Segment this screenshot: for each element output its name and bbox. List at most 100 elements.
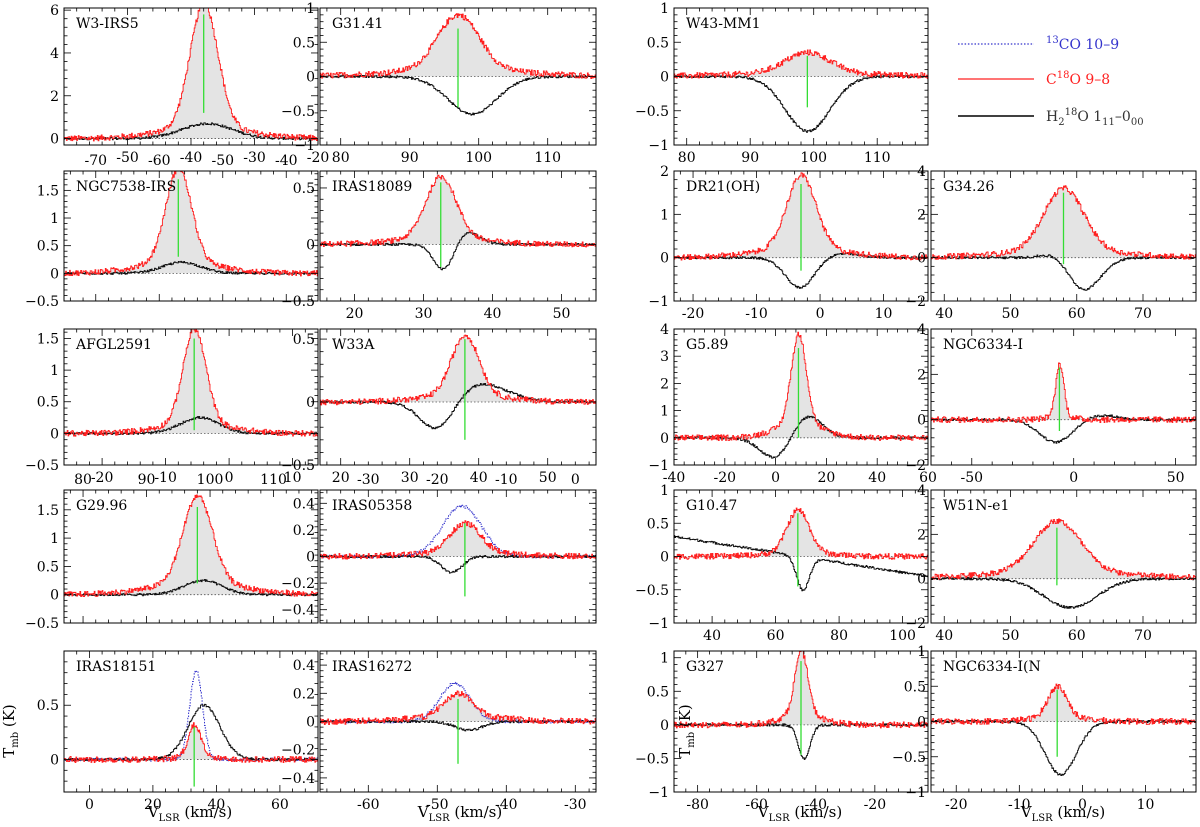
c18o-fill [674,508,928,560]
x-tick-label: 80 [830,628,848,644]
x-tick-label: -30 [243,150,266,166]
c18o-line [320,520,596,560]
y-tick-label: 4 [917,322,926,338]
h2o-line [674,535,928,592]
y-tick-label: −1 [648,294,669,310]
panel-frame [63,489,319,624]
spectrum-panel: -80 -60 -40 -20 −1 −0.5 0 0.5 1 G327 [635,650,929,813]
x-tick-label: 40 [207,797,225,813]
x-tick-label: -20 [945,797,968,813]
x-tick-label: -50 [960,470,983,486]
x-tick-label: 50 [539,470,557,486]
c18o-fill [320,520,596,560]
x-tick-label: 110 [534,150,561,166]
x-tick-label: -40 [804,797,827,813]
x-tick-label: 100 [465,150,492,166]
axis-titles: Tmb (K) Tmb (K) VLSR (km/s) VLSR (km/s) VLSR… [0,704,1105,824]
y-tick-label: 0.2 [293,686,315,702]
y-tick-label: 0 [660,550,669,566]
y-tick-label: 1 [50,531,59,547]
c18o-line [64,329,318,437]
y-tick-label: 6 [50,3,59,19]
x-tick-label: 10 [284,470,302,486]
y-tick-label: 0 [917,715,926,731]
y-tick-label: 0.5 [37,395,59,411]
y-tick-label: 0.5 [647,684,669,700]
y-tick-label: 0.2 [293,523,315,539]
x-tick-label: -30 [564,797,587,813]
x-tick-label: 0 [1078,797,1087,813]
c18o-line [320,13,596,79]
y-tick-label: 0 [660,70,669,86]
spectrum-panel: -30 -20 -10 0 −0.4 −0.2 0 0.2 0.4 IRAS05358 [281,472,597,624]
y-tick-label: −0.5 [635,104,669,120]
spectrum-panel: 40 50 60 70 −2 0 2 4 G34.26 [905,164,1197,322]
legend-label: 13CO 10–9 [1046,35,1119,53]
y-tick-label: 1 [660,207,669,223]
x-tick-label: 70 [1134,628,1152,644]
panel-title: G29.96 [76,498,127,514]
c18o-line [931,362,1196,424]
spectrum-panel: 80 90 100 110−0.500.511.5 G29.96 [25,472,319,632]
c18o-fill [931,363,1196,423]
x-tick-label: 50 [1167,470,1185,486]
y-tick-label: 2 [917,207,926,223]
x-tick-label: 0 [85,797,94,813]
c18o-fill [320,335,596,405]
y-tick-label: 0.5 [647,516,669,532]
x-tick-label: 100 [889,628,916,644]
spectrum-panel: -50 0 50 −2 0 2 4 NGC6334-I [905,322,1197,486]
h2o-line [931,577,1196,609]
x-tick-label: -60 [148,153,171,169]
x-tick-label: 40 [484,306,502,322]
spectrum-panel: 0 20 40 60 0 0.5 IRAS18151 [37,650,319,813]
y-tick-label: 1 [50,211,59,227]
x-tick-label: -20 [864,797,887,813]
c18o-line [931,683,1196,725]
y-tick-label: 0 [50,588,59,604]
y-tick-label: −0.5 [281,294,315,310]
spectrum-panel: -60 -50 -40 -30 −0.4 −0.2 0 0.2 0.4 IRAS16272 [281,650,597,813]
y-tick-label: 0.4 [293,658,315,674]
x-tick-label: 20 [332,470,350,486]
x-tick-label: -20 [307,150,330,166]
y-axis-title: Tmb (K) [0,704,21,758]
x-tick-label: 30 [401,470,419,486]
panel-title: W33A [332,337,375,353]
y-tick-label: −0.5 [25,294,59,310]
y-tick-label: 4 [917,164,926,180]
y-tick-label: −0.5 [281,104,315,120]
y-tick-label: 1.5 [37,183,59,199]
y-tick-label: 0.5 [293,332,315,348]
y-tick-label: 2 [50,89,59,105]
x-tick-label: 60 [919,470,937,486]
y-tick-label: −0.5 [635,751,669,767]
x-tick-label: 20 [346,306,364,322]
panel-title: G34.26 [943,179,994,195]
c18o-fill [674,332,928,441]
panel-frame [319,170,597,302]
x-tick-label: -70 [84,153,107,169]
y-tick-label: 1 [50,363,59,379]
c18o-line [320,334,596,406]
c18o-line [931,185,1196,260]
y-tick-label: −0.4 [281,771,315,787]
c18o-line [64,722,318,763]
y-tick-label: 4 [50,46,59,62]
x-tick-label: 90 [741,150,759,166]
spectrum-panel: -50 -40 -30 -20 0 2 4 6 W3-IRS5 [50,3,329,166]
x-tick-label: 10 [875,306,893,322]
x-tick-label: 90 [401,150,419,166]
y-tick-label: 1 [306,1,315,17]
h2o-line [674,74,928,133]
y-tick-label: 0 [660,251,669,267]
y-tick-label: 3 [660,349,669,365]
y-tick-label: 0 [306,237,315,253]
x-tick-label: -10 [1008,797,1031,813]
x-tick-label: 10 [1137,797,1155,813]
x-tick-label: -10 [495,472,518,488]
y-tick-label: −0.4 [281,603,315,619]
co13-line [320,681,596,724]
x-tick-label: -20 [426,472,449,488]
